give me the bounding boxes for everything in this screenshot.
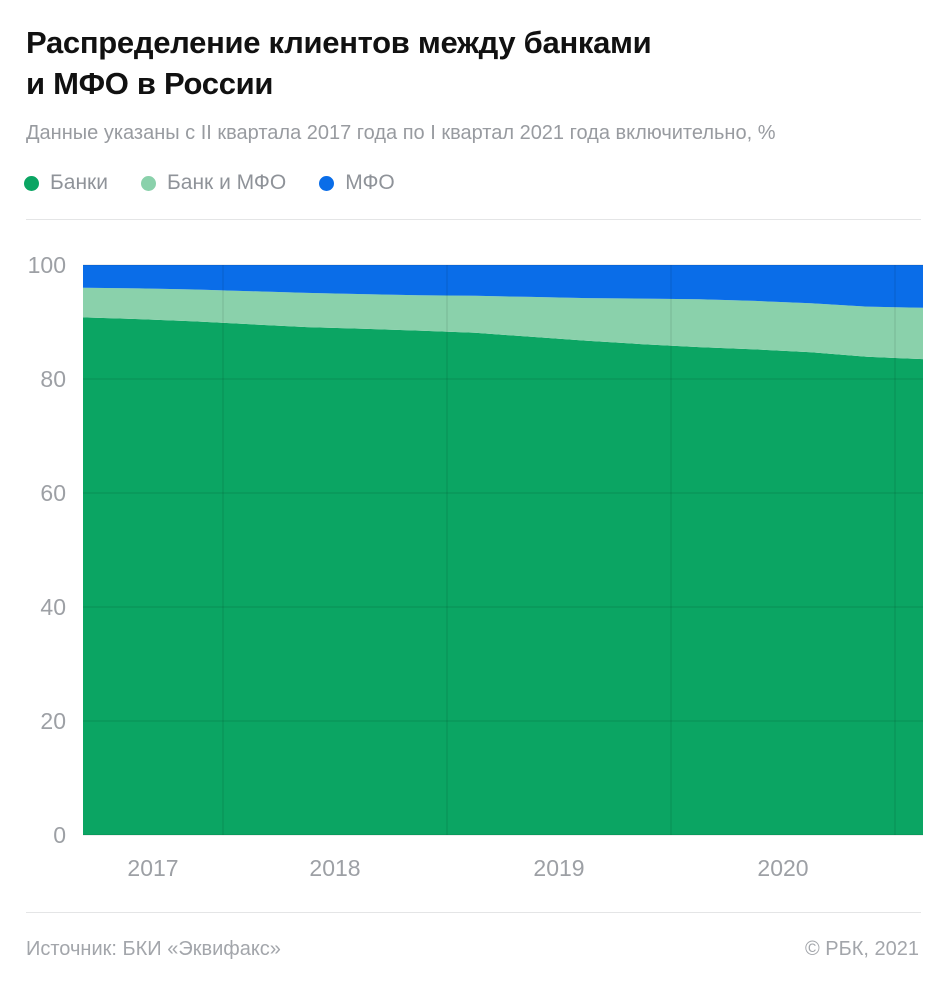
x-tick-label: 2019 <box>533 855 584 881</box>
y-tick-label: 40 <box>40 594 66 620</box>
legend-item-mfo: МФО <box>319 171 395 195</box>
legend-dot-banks-icon <box>24 175 39 191</box>
x-axis-labels: 2017 2018 2019 2020 <box>127 855 808 881</box>
y-tick-label: 80 <box>40 366 66 392</box>
x-tick-label: 2017 <box>127 855 178 881</box>
legend-item-bank-and-mfo: Банк и МФО <box>140 171 287 195</box>
legend-label-bank-and-mfo: Банк и МФО <box>166 171 287 194</box>
page-title: Распределение клиентов между банками и М… <box>26 22 652 104</box>
chart-legend: Банки Банк и МФО МФО <box>24 171 395 195</box>
legend-dot-mfo-icon <box>319 175 335 191</box>
x-tick-label: 2018 <box>309 855 360 881</box>
y-tick-label: 0 <box>53 822 66 848</box>
copyright-label: © РБК, 2021 <box>804 938 919 960</box>
y-tick-label: 20 <box>40 708 66 734</box>
y-axis-labels: 0 20 40 60 80 100 <box>28 252 66 848</box>
page-title-line1: Распределение клиентов между банками <box>26 25 652 60</box>
x-tick-label: 2020 <box>757 855 808 881</box>
footer-divider <box>26 912 921 913</box>
stacked-area-chart: 0 20 40 60 80 100 2017 2018 2019 2020 <box>0 240 945 900</box>
grid-lines <box>83 264 923 836</box>
y-tick-label: 60 <box>40 480 66 506</box>
legend-label-banks: Банки <box>50 171 108 194</box>
page-subtitle: Данные указаны с II квартала 2017 года п… <box>26 122 776 144</box>
area-bank-and-mfo <box>83 287 923 360</box>
legend-item-banks: Банки <box>24 171 108 195</box>
legend-label-mfo: МФО <box>345 171 395 194</box>
y-tick-label: 100 <box>28 252 66 278</box>
page-title-line2: и МФО в России <box>26 66 274 101</box>
legend-dot-bank-and-mfo-icon <box>140 175 156 191</box>
area-layers <box>83 265 923 835</box>
area-banks <box>83 317 923 835</box>
footer: Источник: БКИ «Эквифакс» © РБК, 2021 <box>26 938 919 961</box>
source-label: Источник: БКИ «Эквифакс» <box>26 938 281 960</box>
chart-svg: 0 20 40 60 80 100 2017 2018 2019 2020 <box>28 252 923 881</box>
area-mfo <box>83 265 923 308</box>
header-divider <box>26 219 921 220</box>
